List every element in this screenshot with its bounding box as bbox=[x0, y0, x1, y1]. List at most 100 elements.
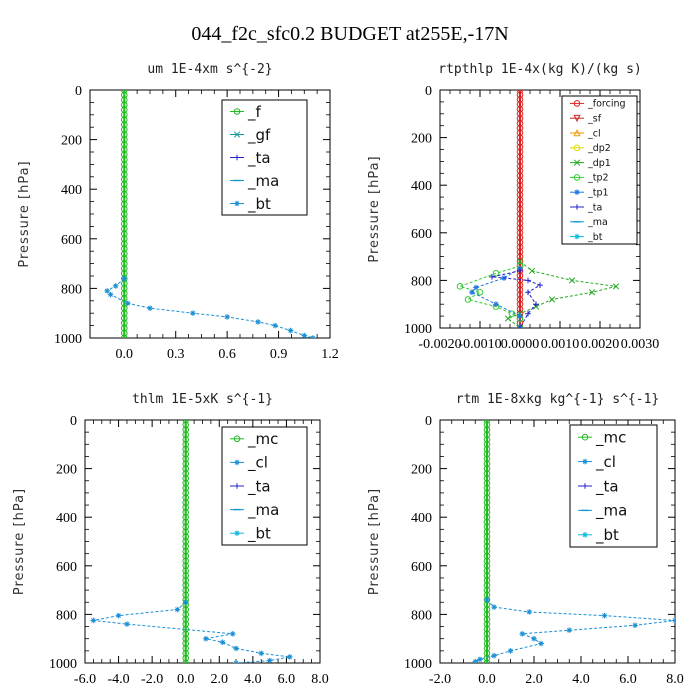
legend-label: _bt bbox=[247, 524, 271, 543]
data-point bbox=[120, 141, 128, 148]
data-point bbox=[516, 124, 524, 132]
y-tick-label: 600 bbox=[411, 560, 432, 575]
data-point bbox=[182, 494, 190, 502]
data-point bbox=[120, 151, 128, 158]
data-point bbox=[182, 489, 190, 497]
x-tick-label: 2.0 bbox=[211, 672, 229, 687]
x-tick-label: 0.0 bbox=[478, 672, 496, 687]
legend-marker bbox=[573, 174, 581, 181]
panel-title: rtm 1E-8xkg kg^{-1} s^{-1} bbox=[456, 392, 660, 407]
y-tick-label: 600 bbox=[411, 227, 432, 242]
x-tick-label: 4.0 bbox=[244, 672, 262, 687]
data-point bbox=[672, 617, 675, 624]
data-point bbox=[476, 289, 484, 296]
data-point bbox=[182, 441, 190, 448]
data-point bbox=[526, 609, 533, 615]
data-point bbox=[182, 538, 190, 545]
data-point bbox=[517, 313, 523, 319]
data-point bbox=[525, 310, 531, 317]
data-point bbox=[182, 620, 190, 628]
y-tick-label: 1000 bbox=[54, 332, 82, 347]
data-point bbox=[491, 652, 497, 659]
data-point bbox=[516, 243, 524, 251]
data-point bbox=[120, 116, 128, 124]
y-tick-label: 400 bbox=[411, 511, 432, 526]
data-point bbox=[464, 296, 472, 303]
data-point bbox=[120, 290, 128, 297]
data-point bbox=[120, 309, 128, 317]
panel-title: rtpthlp 1E-4x(kg K)/(kg s) bbox=[438, 62, 642, 77]
data-point bbox=[120, 225, 128, 233]
data-point bbox=[516, 234, 524, 241]
data-point bbox=[516, 215, 524, 222]
data-point bbox=[483, 441, 491, 448]
data-point bbox=[182, 630, 190, 638]
data-point bbox=[566, 627, 573, 633]
chart-panel-1: um 1E-4xm s^{-2} Pressure [hPa] 0.0 0.3 0.6 0… bbox=[17, 62, 339, 362]
legend-marker bbox=[234, 154, 240, 161]
legend-marker bbox=[574, 204, 580, 210]
legend-marker bbox=[573, 100, 581, 107]
legend-label: _mc bbox=[247, 430, 278, 449]
data-point bbox=[483, 533, 491, 540]
data-point bbox=[483, 630, 491, 638]
data-point bbox=[120, 314, 128, 322]
data-point bbox=[233, 645, 239, 652]
data-point bbox=[525, 277, 531, 284]
data-point bbox=[516, 90, 524, 94]
plot-area bbox=[90, 420, 293, 663]
data-point bbox=[120, 91, 128, 99]
y-tick-label: 200 bbox=[411, 463, 432, 478]
data-point bbox=[182, 513, 190, 521]
data-point bbox=[120, 200, 128, 208]
data-point bbox=[516, 172, 524, 179]
legend-marker bbox=[573, 144, 581, 152]
x-tick-label: 0.6 bbox=[218, 347, 236, 362]
legend-label: _bt bbox=[247, 195, 271, 214]
series-line bbox=[106, 278, 314, 338]
data-point bbox=[120, 235, 128, 243]
series-bt bbox=[104, 275, 316, 338]
legend-marker bbox=[573, 114, 581, 123]
data-point bbox=[483, 586, 491, 594]
data-point bbox=[120, 245, 128, 253]
data-point bbox=[483, 640, 491, 647]
data-point bbox=[120, 90, 128, 94]
legend-label: _tp2 bbox=[587, 173, 609, 184]
legend-label: _dp2 bbox=[587, 143, 611, 154]
data-point bbox=[516, 167, 524, 175]
data-point bbox=[120, 215, 128, 223]
data-point bbox=[115, 612, 122, 619]
data-point bbox=[483, 615, 491, 623]
data-point bbox=[516, 196, 524, 203]
series-mc bbox=[182, 420, 190, 663]
legend-label: _ma bbox=[595, 502, 627, 521]
data-point bbox=[182, 577, 190, 584]
y-tick-label: 600 bbox=[56, 560, 77, 575]
legend-marker bbox=[581, 433, 589, 441]
data-point bbox=[469, 289, 475, 296]
data-point bbox=[182, 528, 190, 536]
data-point bbox=[120, 106, 128, 114]
series-f bbox=[120, 90, 128, 338]
data-point bbox=[190, 310, 196, 316]
y-tick-label: 800 bbox=[61, 282, 82, 297]
data-point bbox=[219, 639, 226, 646]
series-line bbox=[475, 599, 675, 663]
data-point bbox=[516, 134, 524, 141]
data-point bbox=[182, 479, 190, 487]
series-forcing bbox=[516, 90, 524, 328]
data-point bbox=[255, 319, 261, 325]
data-point bbox=[632, 622, 638, 629]
data-point bbox=[120, 185, 128, 193]
data-point bbox=[310, 335, 316, 338]
data-point bbox=[483, 611, 491, 618]
data-point bbox=[182, 460, 190, 468]
legend-marker bbox=[574, 233, 580, 240]
data-point bbox=[473, 284, 479, 291]
data-point bbox=[483, 499, 491, 506]
series-cl bbox=[472, 597, 675, 663]
data-point bbox=[483, 421, 491, 429]
data-point bbox=[516, 258, 524, 265]
data-point bbox=[525, 289, 531, 296]
